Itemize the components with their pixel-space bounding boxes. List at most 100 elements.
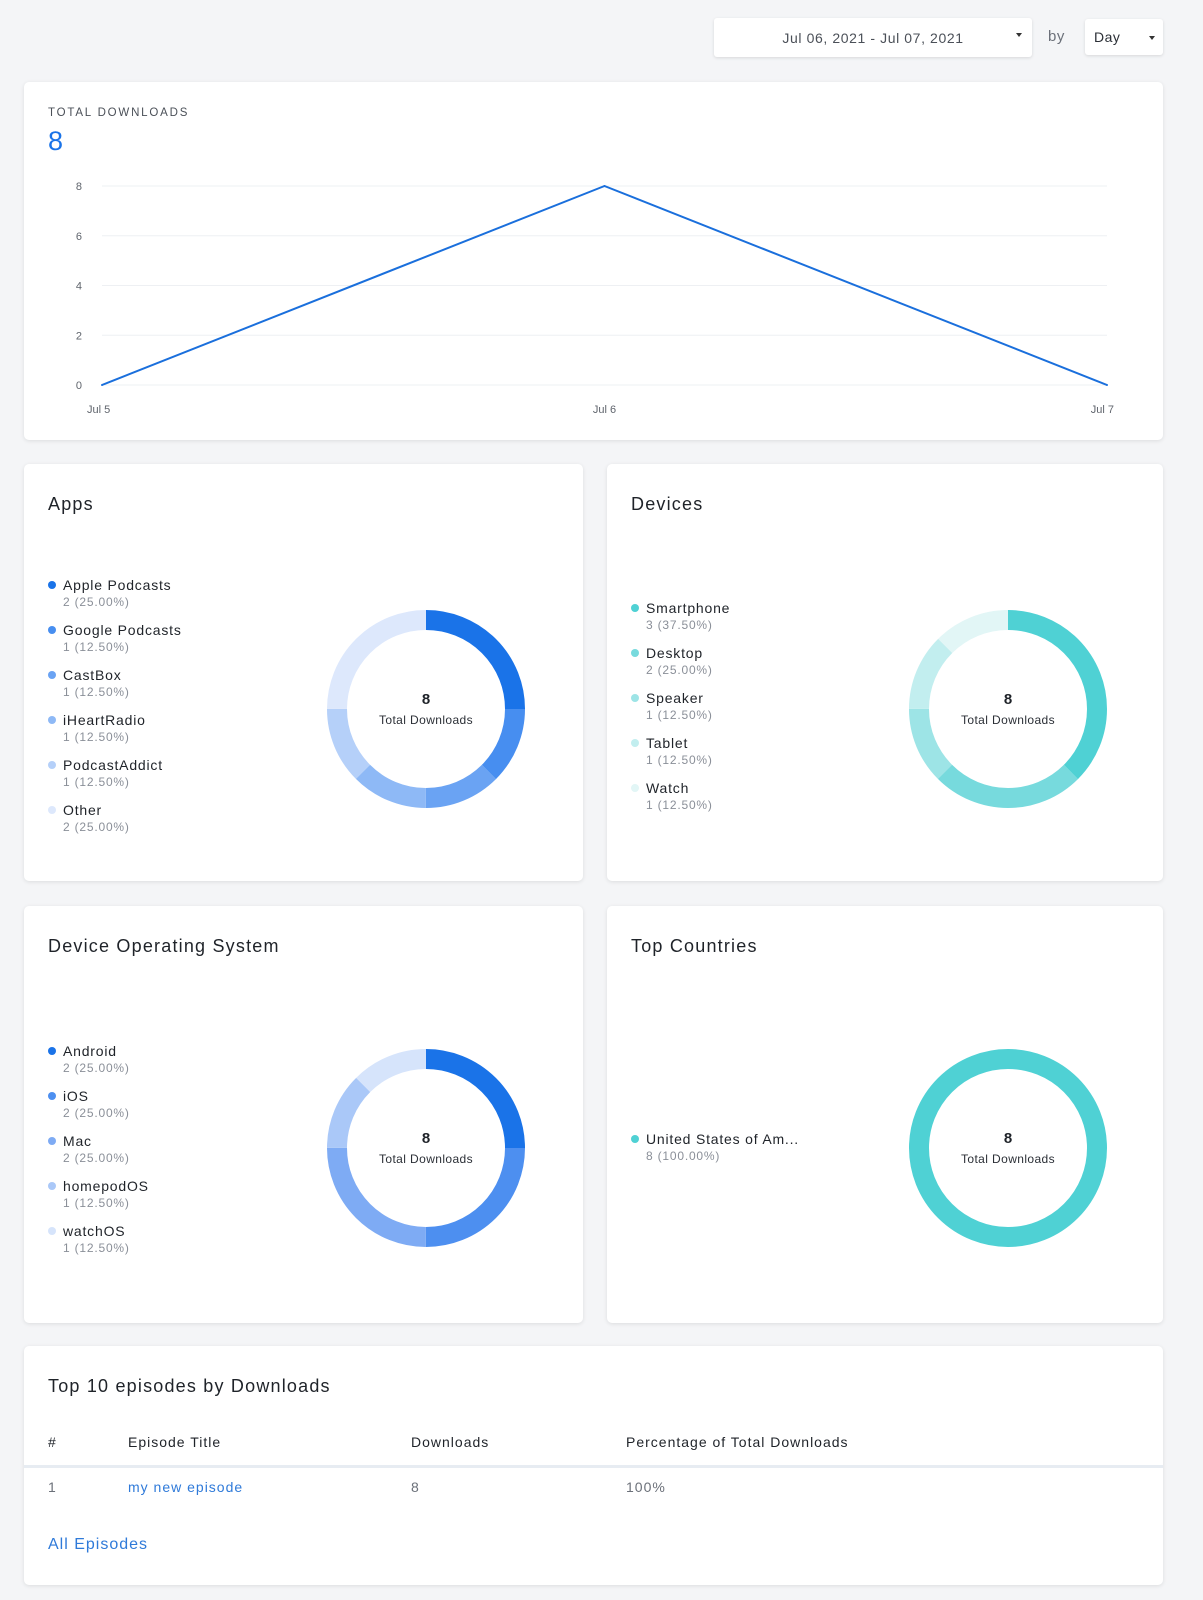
- legend-item: homepodOS 1 (12.50%): [48, 1177, 149, 1222]
- column-header-percentage: Percentage of Total Downloads: [626, 1434, 849, 1450]
- donut-slice: [909, 610, 1107, 808]
- total-downloads-label: TOTAL DOWNLOADS: [48, 107, 190, 119]
- legend-value: 2 (25.00%): [646, 663, 713, 677]
- legend-value: 1 (12.50%): [63, 685, 130, 699]
- legend-item: watchOS 1 (12.50%): [48, 1222, 149, 1267]
- legend-name: iOS: [63, 1088, 89, 1104]
- apps-donut-chart: [327, 610, 525, 808]
- legend-dot-icon: [48, 1047, 56, 1055]
- y-tick-label: 2: [76, 330, 82, 342]
- legend-dot-icon: [48, 671, 56, 679]
- legend-item: United States of Am... 8 (100.00%): [631, 1130, 799, 1175]
- legend-value: 2 (25.00%): [63, 1106, 130, 1120]
- y-tick-label: 0: [76, 380, 82, 392]
- table-header: # Episode Title Downloads Percentage of …: [24, 1434, 1163, 1468]
- top-countries-card: Top Countries United States of Am... 8 (1…: [607, 906, 1163, 1323]
- legend-name: Android: [63, 1043, 117, 1059]
- episode-title-link[interactable]: my new episode: [128, 1479, 244, 1495]
- interval-select[interactable]: Day: [1085, 19, 1163, 55]
- top-countries-donut-chart: [909, 1049, 1107, 1247]
- legend-value: 1 (12.50%): [63, 730, 130, 744]
- legend-name: Mac: [63, 1133, 92, 1149]
- legend-name: Watch: [646, 780, 690, 796]
- column-header-rank: #: [48, 1434, 57, 1450]
- chevron-down-icon: [1149, 36, 1155, 40]
- device-os-legend: Android 2 (25.00%) iOS 2 (25.00%) Mac 2 (25.0…: [48, 1042, 149, 1267]
- all-episodes-link[interactable]: All Episodes: [48, 1536, 149, 1553]
- devices-donut-total: 8: [1003, 691, 1013, 708]
- legend-value: 1 (12.50%): [63, 1196, 130, 1210]
- legend-name: Google Podcasts: [63, 622, 182, 638]
- apps-title: Apps: [48, 494, 94, 514]
- legend-dot-icon: [48, 716, 56, 724]
- toolbar: Jul 06, 2021 - Jul 07, 2021 by Day: [0, 18, 1203, 58]
- apps-donut: 8 Total Downloads: [326, 609, 526, 809]
- x-tick-label: Jul 6: [593, 404, 616, 416]
- legend-value: 1 (12.50%): [63, 1241, 130, 1255]
- legend-value: 2 (25.00%): [63, 1061, 130, 1075]
- downloads-line-chart: 0 2 4 6 8 Jul 5 Jul 6 Jul 7: [76, 181, 1114, 416]
- legend-dot-icon: [48, 1182, 56, 1190]
- legend-dot-icon: [631, 784, 639, 792]
- legend-item: Watch 1 (12.50%): [631, 779, 730, 824]
- legend-name: homepodOS: [63, 1178, 149, 1194]
- legend-name: CastBox: [63, 667, 122, 683]
- apps-card: Apps Apple Podcasts 2 (25.00%) Google Podc…: [24, 464, 583, 881]
- episode-downloads: 8: [411, 1479, 420, 1495]
- legend-item: Apple Podcasts 2 (25.00%): [48, 576, 182, 621]
- legend-dot-icon: [48, 1227, 56, 1235]
- x-tick-label: Jul 5: [87, 404, 110, 416]
- data-point: [1106, 384, 1108, 386]
- legend-value: 1 (12.50%): [646, 753, 713, 767]
- date-range-picker[interactable]: Jul 06, 2021 - Jul 07, 2021: [714, 18, 1032, 57]
- device-os-donut-total: 8: [421, 1130, 431, 1147]
- episode-rank: 1: [48, 1479, 57, 1495]
- devices-title: Devices: [631, 494, 704, 514]
- device-os-title: Device Operating System: [48, 936, 280, 956]
- legend-dot-icon: [48, 761, 56, 769]
- donut-slice: [327, 610, 525, 808]
- devices-donut-label: Total Downloads: [960, 713, 1056, 727]
- legend-item: Speaker 1 (12.50%): [631, 689, 730, 734]
- y-tick-label: 6: [76, 231, 82, 243]
- legend-value: 3 (37.50%): [646, 618, 713, 632]
- devices-donut-chart: [909, 610, 1107, 808]
- donut-slice: [327, 1049, 525, 1247]
- legend-value: 1 (12.50%): [646, 708, 713, 722]
- donut-slice: [909, 1049, 1107, 1247]
- legend-item: Android 2 (25.00%): [48, 1042, 149, 1087]
- devices-legend: Smartphone 3 (37.50%) Desktop 2 (25.00%) Spe…: [631, 599, 730, 824]
- top-episodes-card: Top 10 episodes by Downloads # Episode T…: [24, 1346, 1163, 1585]
- legend-value: 2 (25.00%): [63, 595, 130, 609]
- legend-dot-icon: [48, 581, 56, 589]
- legend-name: PodcastAddict: [63, 757, 163, 773]
- legend-name: Speaker: [646, 690, 704, 706]
- donut-slice: [327, 1049, 525, 1247]
- data-point: [603, 185, 606, 187]
- legend-dot-icon: [48, 1092, 56, 1100]
- legend-item: Mac 2 (25.00%): [48, 1132, 149, 1177]
- chevron-down-icon: [1016, 33, 1022, 37]
- column-header-downloads: Downloads: [411, 1434, 490, 1450]
- legend-item: Smartphone 3 (37.50%): [631, 599, 730, 644]
- total-downloads-value: 8: [48, 126, 64, 156]
- donut-slice: [909, 610, 1107, 808]
- legend-dot-icon: [48, 1137, 56, 1145]
- device-os-donut: 8 Total Downloads: [326, 1048, 526, 1248]
- y-tick-label: 8: [76, 181, 82, 193]
- legend-dot-icon: [48, 806, 56, 814]
- legend-dot-icon: [48, 626, 56, 634]
- legend-name: Smartphone: [646, 600, 731, 616]
- donut-slice: [327, 1049, 525, 1247]
- legend-value: 2 (25.00%): [63, 1151, 130, 1165]
- apps-donut-total: 8: [421, 691, 431, 708]
- data-point: [101, 384, 103, 386]
- legend-value: 1 (12.50%): [646, 798, 713, 812]
- legend-name: Desktop: [646, 645, 703, 661]
- legend-item: CastBox 1 (12.50%): [48, 666, 182, 711]
- legend-value: 2 (25.00%): [63, 820, 130, 834]
- donut-slice: [327, 610, 525, 808]
- legend-item: PodcastAddict 1 (12.50%): [48, 756, 182, 801]
- top-countries-legend: United States of Am... 8 (100.00%): [631, 1130, 799, 1175]
- legend-name: iHeartRadio: [63, 712, 146, 728]
